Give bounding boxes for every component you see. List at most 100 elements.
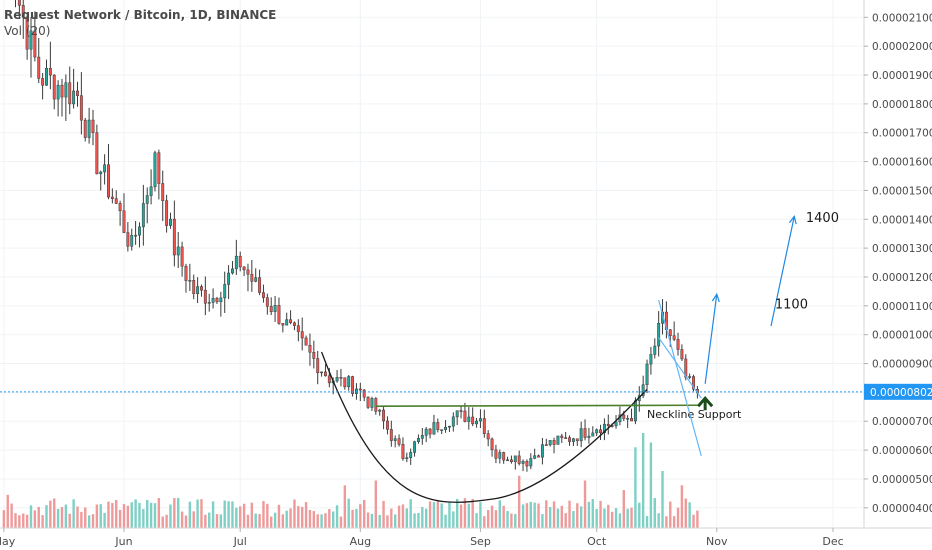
candle-body[interactable]	[304, 337, 308, 346]
candle-body[interactable]	[645, 363, 649, 385]
candle-body[interactable]	[296, 325, 300, 332]
candle-body[interactable]	[540, 444, 544, 458]
candle-body[interactable]	[56, 84, 60, 100]
candle-body[interactable]	[630, 418, 633, 422]
candle-body[interactable]	[354, 388, 358, 394]
candle-body[interactable]	[668, 329, 672, 336]
candle-body[interactable]	[192, 280, 196, 294]
candle-body[interactable]	[41, 78, 45, 86]
cup-curve[interactable]	[320, 351, 648, 503]
candle-body[interactable]	[564, 437, 568, 439]
candle-body[interactable]	[203, 289, 207, 304]
candle-body[interactable]	[626, 418, 630, 420]
candle-body[interactable]	[579, 428, 583, 442]
candle-body[interactable]	[529, 458, 533, 467]
candle-body[interactable]	[521, 461, 525, 464]
candle-body[interactable]	[378, 409, 382, 412]
candle-body[interactable]	[273, 305, 277, 312]
candle-body[interactable]	[385, 420, 389, 430]
candle-body[interactable]	[134, 234, 138, 237]
candle-body[interactable]	[444, 426, 448, 430]
candle-body[interactable]	[389, 429, 393, 441]
candle-body[interactable]	[475, 420, 479, 425]
candle-body[interactable]	[145, 195, 149, 204]
candle-body[interactable]	[684, 358, 688, 378]
candle-body[interactable]	[107, 164, 110, 198]
candle-body[interactable]	[416, 438, 420, 442]
candle-body[interactable]	[614, 421, 618, 427]
candle-body[interactable]	[118, 203, 122, 212]
candle-body[interactable]	[200, 286, 203, 291]
candle-body[interactable]	[335, 377, 339, 382]
candle-body[interactable]	[234, 255, 238, 270]
candle-body[interactable]	[33, 30, 37, 58]
candle-body[interactable]	[223, 284, 227, 299]
candle-body[interactable]	[269, 306, 273, 312]
candle-body[interactable]	[29, 30, 33, 50]
candle-body[interactable]	[544, 444, 548, 446]
candle-body[interactable]	[219, 297, 223, 302]
candle-body[interactable]	[486, 433, 490, 440]
candle-body[interactable]	[432, 422, 436, 435]
target-1400-arrow-line[interactable]	[770, 216, 795, 327]
candle-body[interactable]	[242, 266, 246, 271]
candle-body[interactable]	[490, 438, 494, 451]
candle-body[interactable]	[176, 246, 180, 256]
candle-body[interactable]	[169, 218, 172, 226]
candle-body[interactable]	[37, 56, 41, 79]
candle-body[interactable]	[320, 371, 324, 374]
candle-body[interactable]	[196, 286, 200, 294]
candle-body[interactable]	[157, 152, 161, 184]
candle-body[interactable]	[513, 455, 517, 462]
drawing-annotations[interactable]: Neckline Support 1100 1400	[320, 211, 839, 503]
candle-body[interactable]	[161, 183, 165, 201]
candle-body[interactable]	[633, 400, 637, 422]
target-1100-arrow-line[interactable]	[704, 294, 718, 384]
wedge-lower-line[interactable]	[658, 337, 702, 399]
candle-body[interactable]	[227, 272, 231, 285]
candle-body[interactable]	[45, 68, 48, 86]
candle-body[interactable]	[52, 74, 56, 100]
candle-body[interactable]	[250, 273, 254, 282]
candle-body[interactable]	[498, 452, 502, 459]
candle-body[interactable]	[300, 331, 304, 339]
candle-body[interactable]	[680, 349, 684, 360]
candle-body[interactable]	[478, 418, 482, 422]
candle-body[interactable]	[91, 119, 95, 133]
candle-body[interactable]	[649, 354, 653, 365]
candle-body[interactable]	[583, 428, 587, 438]
candle-body[interactable]	[509, 459, 513, 462]
candle-body[interactable]	[463, 410, 467, 422]
candle-body[interactable]	[393, 438, 397, 441]
candle-body[interactable]	[556, 435, 560, 445]
candle-body[interactable]	[548, 440, 552, 446]
candle-body[interactable]	[149, 186, 153, 196]
candle-body[interactable]	[277, 305, 281, 324]
candle-body[interactable]	[141, 203, 145, 228]
candle-body[interactable]	[351, 376, 355, 394]
candle-body[interactable]	[622, 414, 626, 419]
candle-body[interactable]	[424, 428, 428, 436]
candle-body[interactable]	[231, 268, 234, 274]
candle-body[interactable]	[285, 319, 289, 326]
candle-body[interactable]	[451, 416, 455, 427]
candle-body[interactable]	[25, 16, 29, 50]
candle-body[interactable]	[575, 438, 579, 442]
candle-body[interactable]	[21, 5, 25, 18]
candle-body[interactable]	[339, 377, 343, 379]
candle-body[interactable]	[692, 376, 695, 390]
candle-body[interactable]	[165, 200, 169, 226]
candle-body[interactable]	[537, 455, 540, 458]
candle-body[interactable]	[281, 323, 285, 326]
candle-body[interactable]	[87, 119, 91, 138]
candle-body[interactable]	[110, 196, 114, 199]
candle-body[interactable]	[405, 457, 409, 459]
candle-body[interactable]	[606, 423, 610, 426]
candle-body[interactable]	[114, 198, 118, 204]
candle-body[interactable]	[184, 265, 188, 281]
candle-body[interactable]	[308, 344, 312, 353]
candle-body[interactable]	[459, 410, 463, 412]
candle-body[interactable]	[641, 384, 645, 396]
candle-body[interactable]	[254, 277, 258, 282]
